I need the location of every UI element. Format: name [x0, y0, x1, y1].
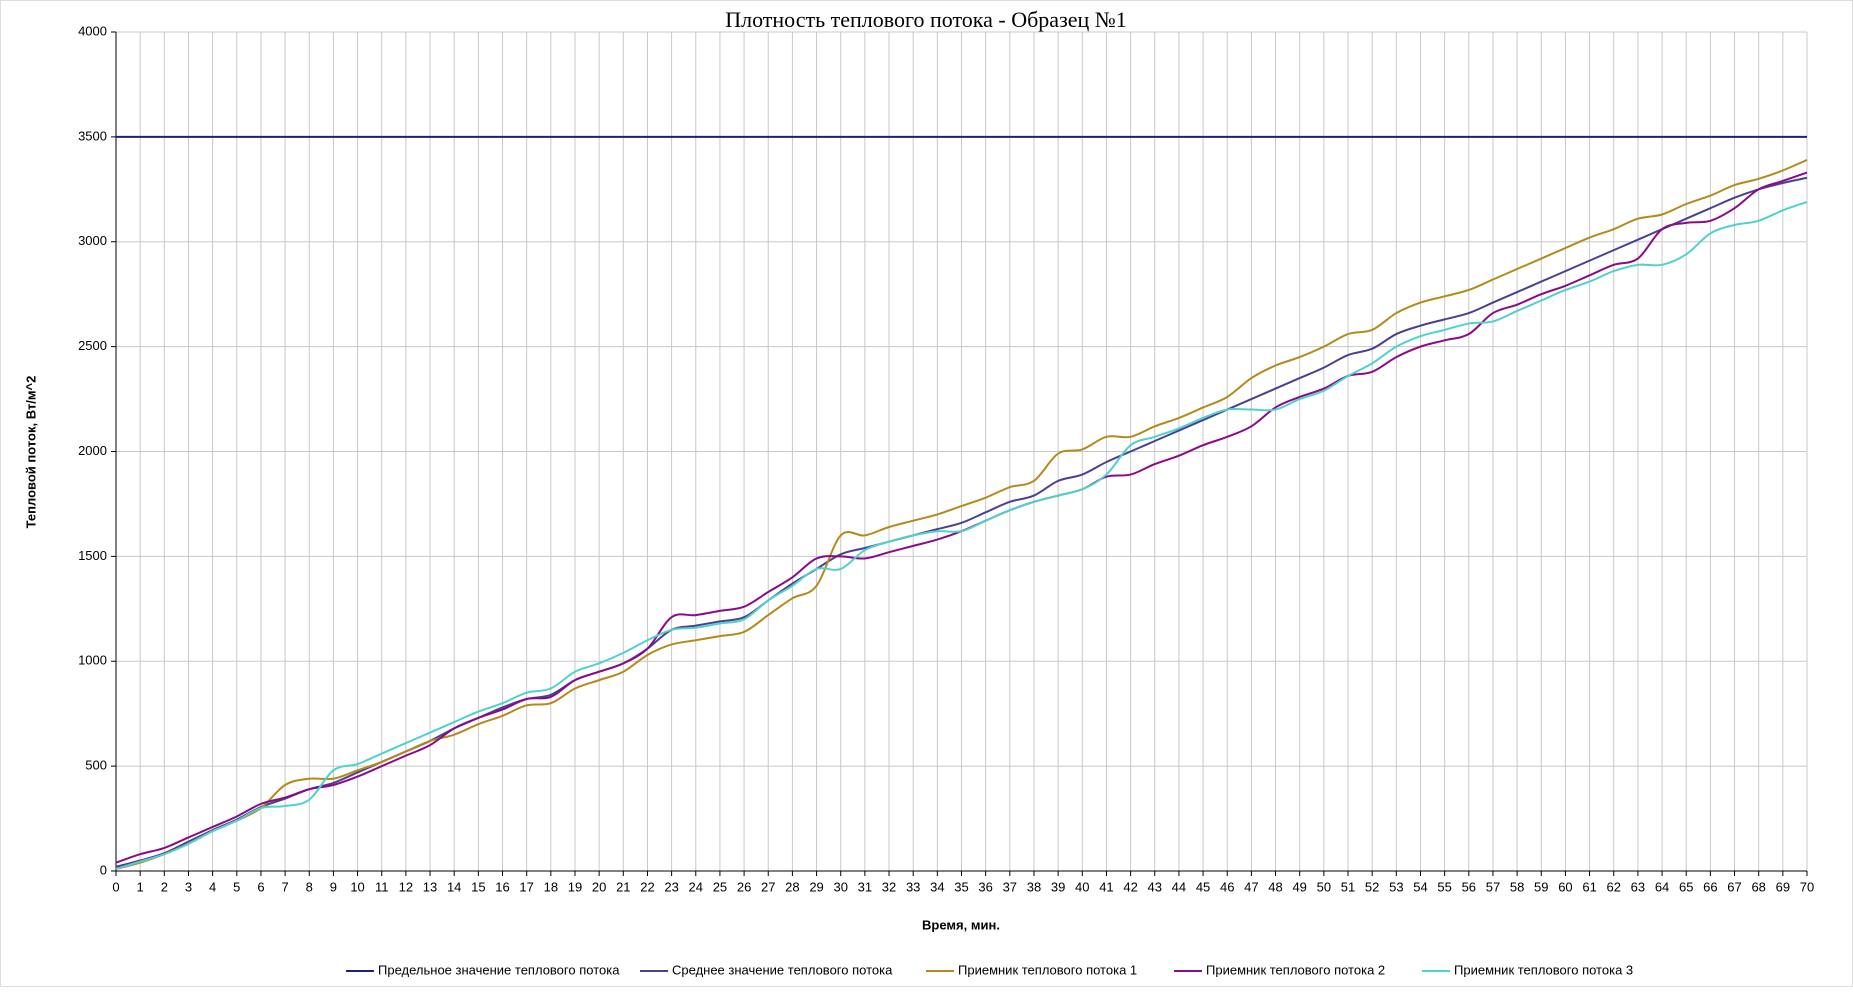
- x-tick-label: 10: [350, 879, 364, 894]
- x-tick-label: 69: [1776, 879, 1790, 894]
- y-tick-label: 1500: [78, 548, 107, 563]
- legend-label: Приемник теплового потока 3: [1454, 962, 1633, 977]
- x-tick-label: 21: [616, 879, 630, 894]
- x-tick-label: 18: [544, 879, 558, 894]
- y-axis-label: Тепловой поток, Вт/м^2: [23, 376, 38, 529]
- series-line: [115, 200, 1808, 870]
- x-tick-label: 47: [1244, 879, 1258, 894]
- x-tick-label: 24: [689, 879, 703, 894]
- y-tick-label: 2500: [78, 338, 107, 353]
- x-tick-label: 63: [1631, 879, 1645, 894]
- x-tick-label: 67: [1727, 879, 1741, 894]
- x-tick-label: 30: [833, 879, 847, 894]
- x-tick-label: 13: [423, 879, 437, 894]
- x-tick-label: 0: [112, 879, 119, 894]
- x-tick-label: 4: [209, 879, 216, 894]
- x-tick-label: 46: [1220, 879, 1234, 894]
- x-tick-label: 34: [930, 879, 944, 894]
- x-tick-label: 23: [664, 879, 678, 894]
- x-tick-label: 6: [257, 879, 264, 894]
- chart-title: Плотность теплового потока - Образец №1: [725, 7, 1127, 32]
- x-tick-label: 42: [1123, 879, 1137, 894]
- x-tick-label: 40: [1075, 879, 1089, 894]
- x-tick-label: 32: [882, 879, 896, 894]
- x-tick-label: 36: [978, 879, 992, 894]
- x-tick-label: 25: [713, 879, 727, 894]
- x-tick-label: 15: [471, 879, 485, 894]
- x-tick-label: 14: [447, 879, 461, 894]
- x-tick-label: 68: [1751, 879, 1765, 894]
- series-line: [115, 159, 1808, 870]
- x-tick-label: 52: [1365, 879, 1379, 894]
- x-tick-label: 41: [1099, 879, 1113, 894]
- x-tick-label: 65: [1679, 879, 1693, 894]
- x-tick-label: 19: [568, 879, 582, 894]
- x-tick-label: 27: [761, 879, 775, 894]
- x-tick-label: 26: [737, 879, 751, 894]
- y-tick-label: 3500: [78, 128, 107, 143]
- x-tick-label: 53: [1389, 879, 1403, 894]
- x-tick-label: 55: [1437, 879, 1451, 894]
- y-tick-label: 1000: [78, 653, 107, 668]
- x-tick-label: 35: [954, 879, 968, 894]
- x-axis-label: Время, мин.: [922, 917, 1000, 932]
- x-tick-label: 61: [1582, 879, 1596, 894]
- x-tick-label: 8: [306, 879, 313, 894]
- x-tick-label: 43: [1148, 879, 1162, 894]
- x-tick-label: 60: [1558, 879, 1572, 894]
- x-tick-label: 22: [640, 879, 654, 894]
- x-tick-label: 66: [1703, 879, 1717, 894]
- x-tick-label: 44: [1172, 879, 1186, 894]
- x-tick-label: 16: [495, 879, 509, 894]
- x-tick-label: 64: [1655, 879, 1669, 894]
- x-tick-label: 38: [1027, 879, 1041, 894]
- legend-label: Приемник теплового потока 1: [958, 962, 1137, 977]
- legend-label: Предельное значение теплового потока: [378, 962, 620, 977]
- x-tick-label: 70: [1800, 879, 1814, 894]
- x-tick-label: 5: [233, 879, 240, 894]
- x-tick-label: 7: [281, 879, 288, 894]
- legend-label: Среднее значение теплового потока: [672, 962, 893, 977]
- y-tick-label: 4000: [78, 23, 107, 38]
- x-tick-label: 62: [1607, 879, 1621, 894]
- x-tick-label: 39: [1051, 879, 1065, 894]
- y-tick-label: 2000: [78, 443, 107, 458]
- x-tick-label: 50: [1317, 879, 1331, 894]
- x-tick-label: 45: [1196, 879, 1210, 894]
- x-tick-label: 28: [785, 879, 799, 894]
- x-tick-label: 2: [161, 879, 168, 894]
- x-tick-label: 3: [185, 879, 192, 894]
- x-tick-label: 54: [1413, 879, 1427, 894]
- x-tick-label: 31: [858, 879, 872, 894]
- x-tick-label: 20: [592, 879, 606, 894]
- x-tick-label: 51: [1341, 879, 1355, 894]
- x-tick-label: 56: [1462, 879, 1476, 894]
- x-tick-label: 57: [1486, 879, 1500, 894]
- legend-label: Приемник теплового потока 2: [1206, 962, 1385, 977]
- x-tick-label: 29: [809, 879, 823, 894]
- x-tick-label: 59: [1534, 879, 1548, 894]
- x-tick-label: 48: [1268, 879, 1282, 894]
- y-tick-label: 3000: [78, 233, 107, 248]
- x-tick-label: 37: [1003, 879, 1017, 894]
- x-tick-label: 11: [375, 879, 389, 894]
- x-tick-label: 49: [1292, 879, 1306, 894]
- x-tick-label: 12: [399, 879, 413, 894]
- y-tick-label: 500: [85, 758, 107, 773]
- x-tick-label: 1: [137, 879, 144, 894]
- x-tick-label: 9: [330, 879, 337, 894]
- x-tick-label: 58: [1510, 879, 1524, 894]
- y-tick-label: 0: [100, 862, 107, 877]
- x-tick-label: 17: [519, 879, 533, 894]
- x-tick-label: 33: [906, 879, 920, 894]
